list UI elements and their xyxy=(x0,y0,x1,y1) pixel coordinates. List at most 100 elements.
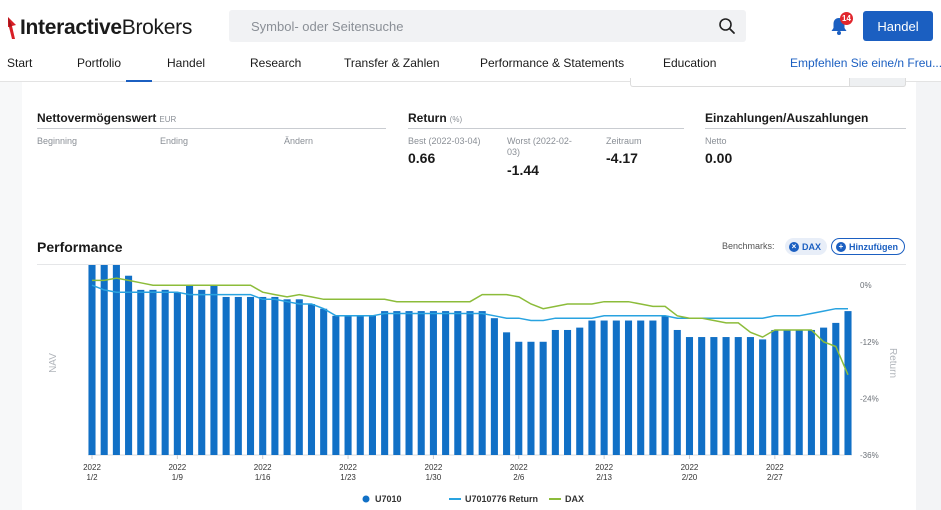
nav-education[interactable]: Education xyxy=(663,56,717,70)
nav-bar xyxy=(381,311,389,455)
y-tick-label: -36% xyxy=(860,451,879,460)
page-gutter-left xyxy=(0,82,22,510)
nav-bar xyxy=(137,289,145,455)
dax-series-line xyxy=(92,277,849,376)
dax-chip-label: DAX xyxy=(802,241,822,252)
nav-handel[interactable]: Handel xyxy=(167,56,206,70)
nav-bar xyxy=(820,327,828,455)
deposits-card-divider xyxy=(705,128,906,129)
nav-bar xyxy=(186,285,194,455)
search-box xyxy=(229,10,746,42)
nav-bar xyxy=(490,318,498,455)
period-return-value: -4.17 xyxy=(606,150,638,166)
nav-bar xyxy=(539,341,547,455)
logo-flag-icon xyxy=(8,17,16,39)
period-selector-button-partial[interactable] xyxy=(849,78,906,87)
dax-benchmark-chip[interactable]: × DAX xyxy=(785,238,828,255)
nav-bar xyxy=(527,341,535,455)
legend-return[interactable]: U7010776 Return xyxy=(449,494,538,504)
x-tick-date: 1/16 xyxy=(255,473,271,482)
nav-bar xyxy=(771,329,779,455)
nav-bar xyxy=(393,311,401,455)
main-nav: Start Portfolio Handel Research Transfer… xyxy=(0,52,941,82)
nav-bar xyxy=(429,311,437,455)
nav-bar xyxy=(722,337,730,455)
nav-bar xyxy=(466,311,474,455)
y-tick-label: 0% xyxy=(860,281,872,290)
x-tick-year: 2022 xyxy=(510,463,528,472)
nav-portfolio[interactable]: Portfolio xyxy=(77,56,122,70)
nav-bar xyxy=(649,320,657,455)
worst-return-value: -1.44 xyxy=(507,162,539,178)
nav-bar xyxy=(210,285,218,455)
search-icon[interactable] xyxy=(718,17,736,35)
nav-research[interactable]: Research xyxy=(250,56,302,70)
nav-card-title: Nettovermögenswert EUR xyxy=(37,111,177,125)
legend-return-marker xyxy=(449,498,461,500)
nav-bar xyxy=(234,296,242,455)
nav-bar xyxy=(283,299,291,455)
nav-performance-statements[interactable]: Performance & Statements xyxy=(480,56,625,70)
x-tick-date: 1/9 xyxy=(172,473,184,482)
legend-return-label: U7010776 Return xyxy=(465,494,539,504)
nav-ending-label: Ending xyxy=(160,136,189,146)
x-tick-date: 2/13 xyxy=(596,473,612,482)
nav-bar xyxy=(795,329,803,455)
performance-chart: 0%-12%-24%-36%NAV Return20221/220221/9202… xyxy=(48,265,898,482)
x-tick-date: 1/2 xyxy=(86,473,98,482)
nav-bar xyxy=(198,289,206,455)
nav-start[interactable]: Start xyxy=(7,56,33,70)
x-tick-year: 2022 xyxy=(168,463,186,472)
notification-count-badge: 14 xyxy=(840,12,853,25)
nav-bar xyxy=(161,289,169,455)
nav-active-indicator xyxy=(126,80,152,82)
nav-bar xyxy=(576,327,584,455)
nav-refer-friend[interactable]: Empfehlen Sie eine/n Freu... xyxy=(790,56,941,70)
nav-transfer[interactable]: Transfer & Zahlen xyxy=(344,56,440,70)
y-axis-label-right: Return xyxy=(887,348,898,378)
nav-beginning-label: Beginning xyxy=(37,136,78,146)
legend-dax[interactable]: DAX xyxy=(549,494,584,504)
nav-bar xyxy=(320,308,328,455)
benchmarks-label: Benchmarks: xyxy=(722,241,775,251)
return-card-title: Return (%) xyxy=(408,111,463,125)
trade-button[interactable]: Handel xyxy=(863,11,933,41)
worst-return-label-cont: 03) xyxy=(507,147,521,157)
legend-u7010[interactable]: U7010 xyxy=(362,494,402,504)
best-return-value: 0.66 xyxy=(408,150,436,166)
nav-bar xyxy=(624,320,633,455)
nav-bar xyxy=(332,315,340,455)
x-tick-year: 2022 xyxy=(595,463,613,472)
nav-bar xyxy=(612,320,620,455)
legend-bar-marker xyxy=(362,495,370,503)
best-return-label: Best (2022-03-04) xyxy=(408,136,481,146)
remove-benchmark-icon[interactable]: × xyxy=(789,241,799,252)
x-tick-date: 2/27 xyxy=(767,473,783,482)
nav-bar xyxy=(673,329,681,455)
nav-card-divider xyxy=(37,128,386,129)
nav-bar xyxy=(759,339,767,455)
ib-logo[interactable]: InteractiveBrokers xyxy=(6,13,192,43)
nav-bar xyxy=(307,304,316,455)
y-axis-label-left: NAV xyxy=(48,353,59,373)
search-input[interactable] xyxy=(229,10,699,42)
nav-bar xyxy=(442,311,450,455)
nav-bar xyxy=(100,265,108,455)
nav-bar xyxy=(734,337,742,455)
nav-bar xyxy=(551,329,559,455)
add-benchmark-button[interactable]: + Hinzufügen xyxy=(831,238,905,255)
top-header: InteractiveBrokers 14 Handel Start Portf… xyxy=(0,0,941,82)
nav-bar xyxy=(344,315,352,455)
nav-bar xyxy=(661,315,669,455)
nav-bar xyxy=(405,311,413,455)
deposits-card-title: Einzahlungen/Auszahlungen xyxy=(705,111,869,125)
nav-bar xyxy=(698,337,706,455)
add-benchmark-label: Hinzufügen xyxy=(849,241,898,252)
nav-bar xyxy=(746,337,754,455)
nav-bar xyxy=(112,265,120,455)
nav-bar xyxy=(173,292,181,455)
nav-bar xyxy=(295,299,303,455)
x-tick-year: 2022 xyxy=(339,463,357,472)
x-tick-date: 1/23 xyxy=(340,473,356,482)
logo-text: InteractiveBrokers xyxy=(20,16,193,39)
